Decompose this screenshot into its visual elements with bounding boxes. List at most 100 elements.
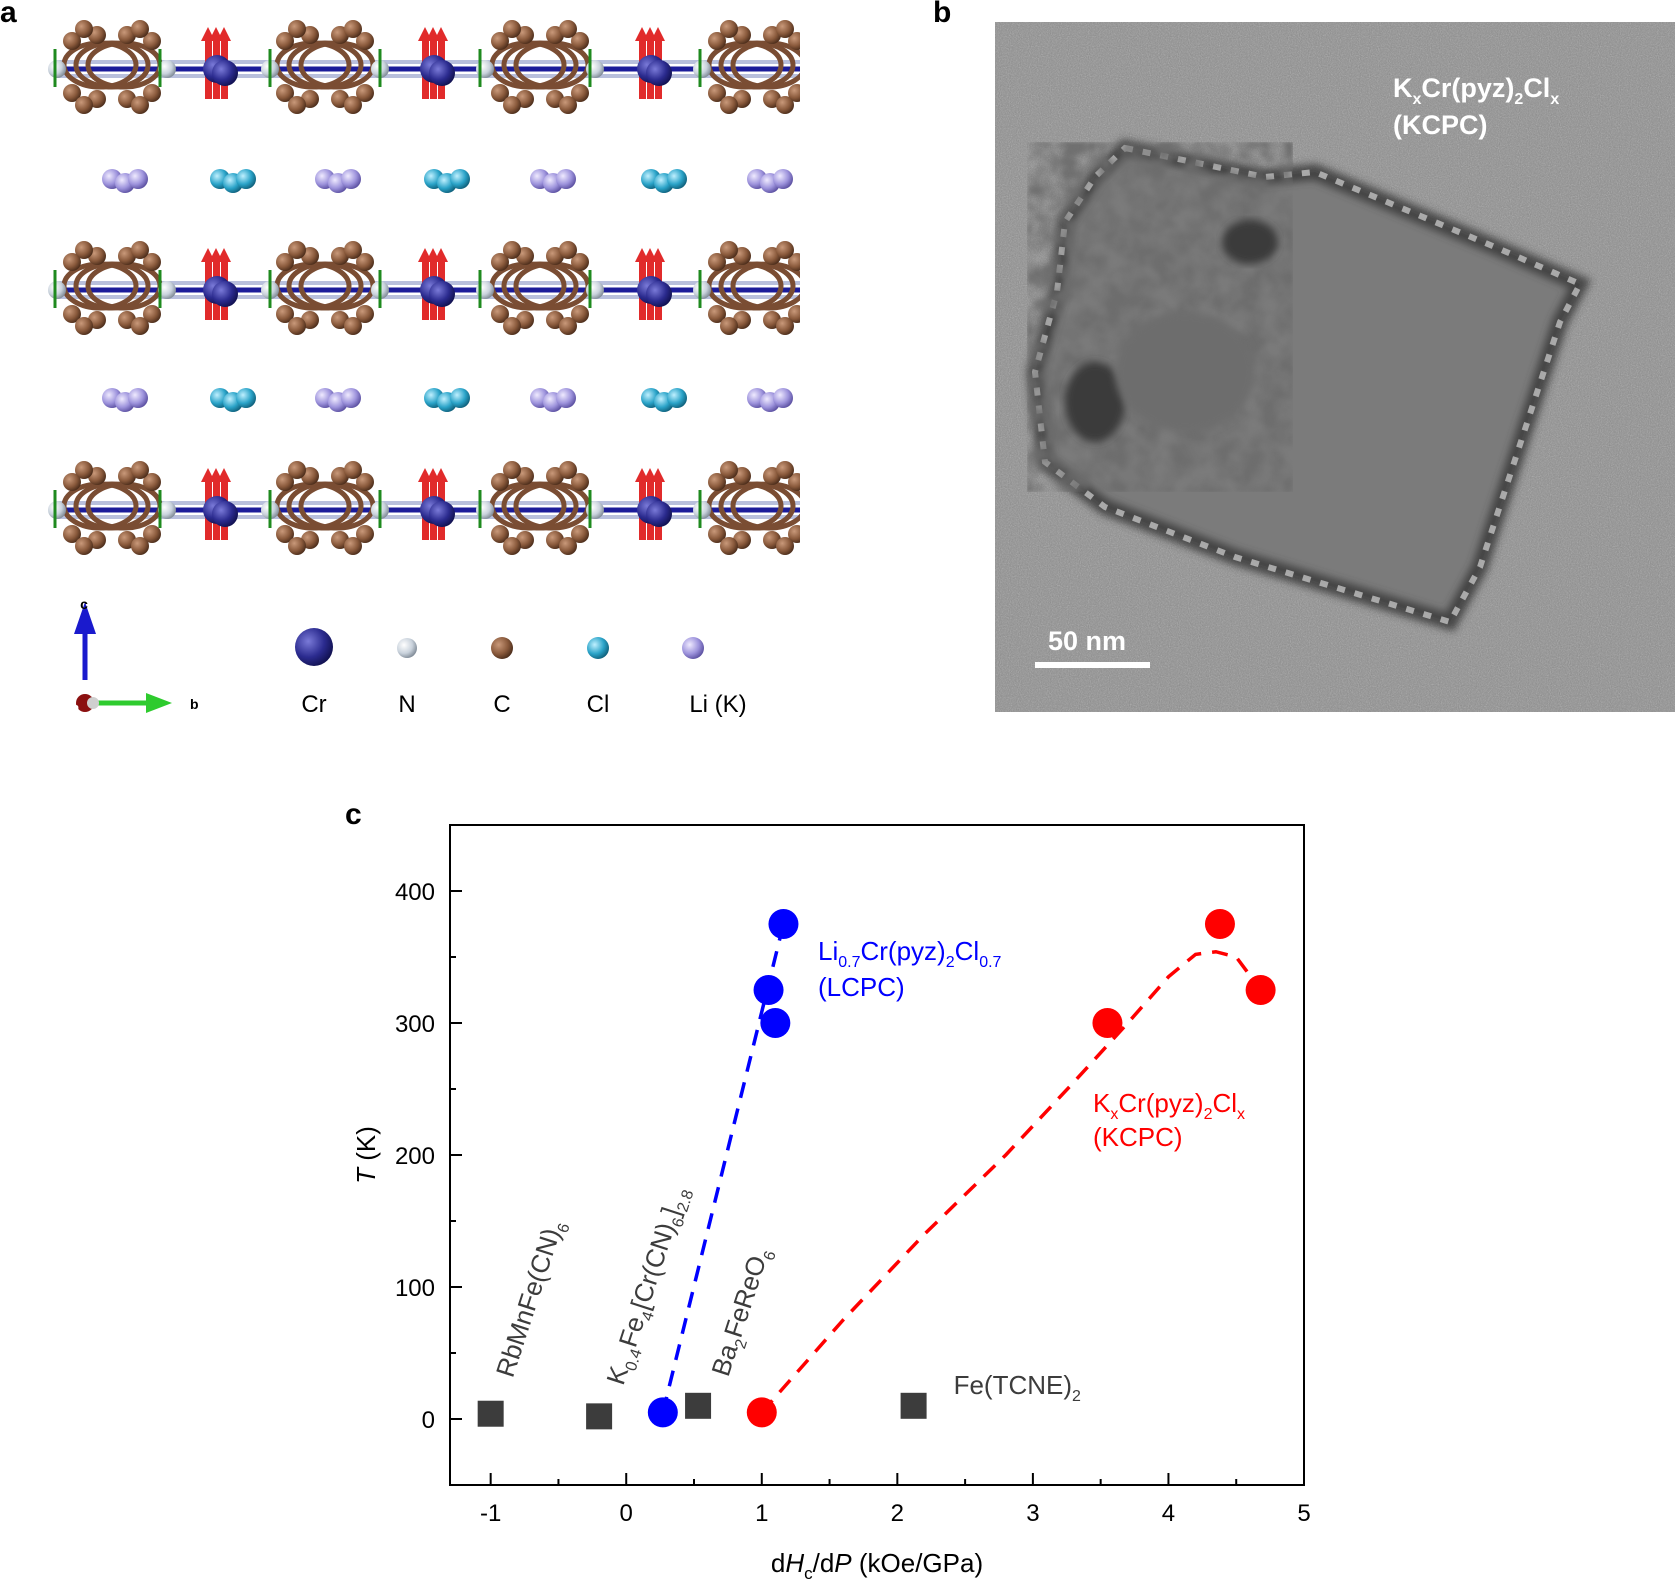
x-tick-label: 1 [755, 1500, 768, 1527]
carbon-atom [788, 525, 800, 543]
carbon-atom [75, 461, 93, 479]
reference-point [586, 1403, 613, 1430]
x-axis-label: dHc/dP (kOe/GPa) [771, 1548, 983, 1583]
chromium-atom [429, 501, 455, 527]
lithium-atom [128, 169, 148, 189]
x-tick-label: 3 [1026, 1500, 1039, 1527]
chromium-atom [646, 60, 672, 86]
axis-triad: c b a [72, 596, 199, 715]
pyrazine-ring [693, 461, 800, 555]
reference-label: K0.4Fe4[Cr(CN)6]2.8 [600, 1182, 697, 1390]
carbon-atom [571, 473, 589, 491]
lithium-atom [773, 388, 793, 408]
chromium-atom [646, 281, 672, 307]
pyrazine-ring [48, 20, 176, 114]
carbon-atom [75, 537, 93, 555]
nitrogen-atom [693, 501, 711, 519]
carbon-atom [143, 32, 161, 50]
y-tick-label: 200 [395, 1143, 435, 1170]
reference-point [477, 1400, 504, 1427]
carbon-atom [720, 461, 738, 479]
carbon-atom [491, 84, 509, 102]
pyrazine-ring [261, 461, 389, 555]
data-point [1092, 1008, 1123, 1038]
carbon-atom [344, 317, 362, 335]
x-axis-label-part: /d [813, 1548, 835, 1578]
data-point [647, 1397, 678, 1428]
cr-site [201, 248, 238, 320]
carbon-atom [288, 537, 306, 555]
legend-cr-sphere [295, 628, 333, 666]
chlorine-atom [236, 388, 256, 408]
carbon-atom [131, 461, 149, 479]
lithium-atom [341, 169, 361, 189]
spin-arrowhead [217, 468, 231, 482]
tem-formula-part3: Cl [1523, 73, 1550, 103]
reference-label-part: 2 [1072, 1388, 1081, 1405]
chart: -1 0 1 2 3 4 5 0 100 200 300 400 dHc/dP (kOe/GPa) T … [351, 824, 1311, 1583]
carbon-atom [63, 305, 81, 323]
carbon-atom [559, 241, 577, 259]
carbon-atom [788, 305, 800, 323]
carbon-atom [503, 20, 521, 38]
reference-label-part: RbMnFe(CN) [490, 1224, 566, 1380]
carbon-atom [288, 20, 306, 38]
x-tick-label: -1 [480, 1500, 501, 1527]
chlorine-atom [450, 388, 470, 408]
series-label: KxCr(pyz)2Clx [1093, 1088, 1245, 1123]
nitrogen-atom [158, 281, 176, 299]
lithium-atom [773, 169, 793, 189]
tem-formula-sub3: x [1550, 91, 1559, 108]
carbon-atom [143, 84, 161, 102]
pyrazine-ring [48, 461, 176, 555]
data-point [768, 909, 799, 939]
spin-arrowhead [651, 468, 665, 482]
series-label-abbr: (LCPC) [818, 972, 905, 1002]
x-tick-label: 5 [1297, 1500, 1310, 1527]
carbon-atom [559, 317, 577, 335]
carbon-atom [491, 253, 509, 271]
reference-label-part: 2.8 [674, 1188, 697, 1215]
carbon-atom [708, 525, 726, 543]
series-label-part: 2 [1204, 1106, 1213, 1123]
carbon-atom [75, 96, 93, 114]
series-label-part: x [1237, 1106, 1245, 1123]
cr-site [418, 248, 455, 320]
carbon-atom [288, 461, 306, 479]
carbon-atom [276, 305, 294, 323]
carbon-atom [491, 32, 509, 50]
tem-formula: KxCr(pyz)2Clx [1393, 73, 1559, 108]
carbon-atom [356, 473, 374, 491]
crystal-layer [48, 20, 800, 114]
carbon-atom [276, 253, 294, 271]
carbon-atom [720, 96, 738, 114]
reference-label: RbMnFe(CN)6 [490, 1216, 574, 1382]
chromium-atom [212, 501, 238, 527]
carbon-atom [503, 317, 521, 335]
spin-arrowhead [434, 468, 448, 482]
carbon-atom [143, 305, 161, 323]
series-label-part: Li [818, 936, 838, 966]
carbon-atom [708, 253, 726, 271]
series-label-part: K [1093, 1088, 1111, 1118]
tem-formula-sub2: 2 [1514, 91, 1523, 108]
carbon-atom [708, 305, 726, 323]
legend-n-sphere [397, 638, 417, 658]
chromium-atom [212, 281, 238, 307]
reference-point [900, 1392, 927, 1419]
chromium-atom [646, 501, 672, 527]
carbon-atom [503, 537, 521, 555]
carbon-atom [776, 96, 794, 114]
pyrazine-ring [261, 241, 389, 335]
carbon-atom [75, 241, 93, 259]
tem-formula-part1: K [1393, 73, 1413, 103]
crystal-layer [48, 241, 800, 335]
carbon-atom [559, 461, 577, 479]
carbon-atom [131, 96, 149, 114]
carbon-atom [776, 461, 794, 479]
data-point [1204, 909, 1235, 939]
carbon-atom [776, 20, 794, 38]
scalebar [1035, 662, 1150, 668]
carbon-atom [143, 253, 161, 271]
panel-a-label: a [0, 0, 17, 29]
